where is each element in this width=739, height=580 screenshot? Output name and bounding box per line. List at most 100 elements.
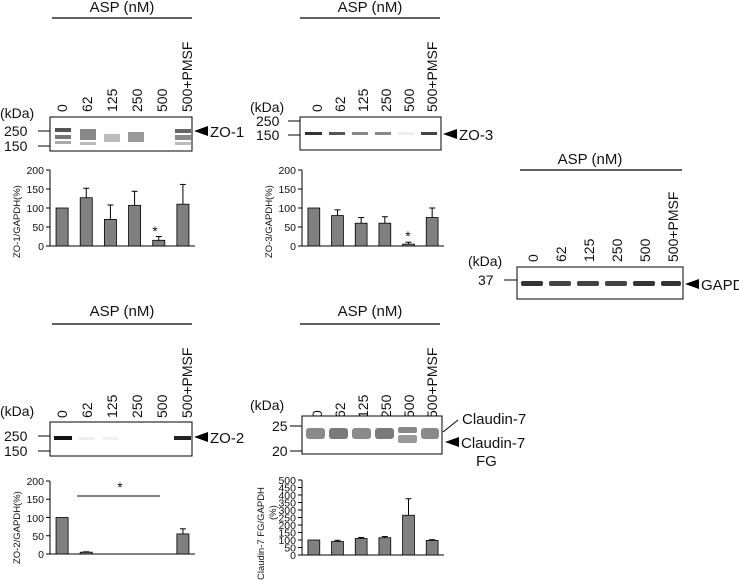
y-tick-label: 200 [26,165,44,177]
y-tick-label: 300 [278,505,296,517]
band [103,437,119,440]
y-axis-label: ZO-1/GAPDH(%) [12,185,23,258]
band-pointer-line [442,419,459,433]
bar [402,514,415,556]
bar [425,540,439,556]
treatment-header: ASP (nM) [90,303,155,320]
lane-label: 500 [637,238,653,262]
lane-label: 500 [154,88,170,112]
y-tick-label: 50 [32,531,44,543]
y-tick-label: 100 [26,203,44,215]
y-tick-label: 100 [278,535,296,547]
kda-label: (kDa) [250,397,284,413]
lane-label: 62 [332,402,348,418]
band [605,281,627,286]
blot-box [301,415,443,455]
y-tick-label: 450 [278,483,296,495]
y-tick-label: 150 [278,184,296,196]
band [104,134,120,142]
mw-marker: 37 [478,272,494,288]
significance-star: * [117,479,123,495]
y-tick-label: 200 [278,165,296,177]
bar-plot-zo1 [46,169,195,247]
y-tick-label: 400 [278,490,296,502]
band [79,437,95,440]
band [80,142,96,145]
y-tick-labels: 0 50 100 150 200 [278,165,296,253]
blot-box [49,116,193,152]
lane-label: 62 [553,246,569,262]
panel-zo2: ASP (nM) 0 62 125 250 500 500+PMSF (kDa)… [0,303,244,564]
bar [55,207,69,247]
lane-label: 500+PMSF [179,42,195,112]
band [352,428,371,439]
mw-marker: 150 [256,127,280,143]
mw-marker: 150 [4,443,28,459]
y-tick-label: 0 [38,241,44,253]
lane-label: 500 [154,394,170,418]
lane-label: 62 [79,96,95,112]
bar [176,203,190,247]
blot-bands [305,132,437,135]
band [633,281,655,286]
y-axis-unit: (%) [268,505,279,520]
mw-marker: 250 [256,113,280,129]
panel-gapdh: ASP (nM) 0 62 125 250 500 500+PMSF (kDa)… [468,151,739,300]
y-tick-label: 0 [38,549,44,561]
y-tick-label: 500 [278,475,296,487]
band [398,435,417,443]
y-tick-label: 150 [26,184,44,196]
lane-label: 250 [129,88,145,112]
blot-bands [55,128,191,145]
band [305,132,322,135]
treatment-header: ASP (nM) [338,0,403,16]
y-tick-label: 100 [278,203,296,215]
lane-label: 0 [525,254,541,262]
y-axis-label: ZO-3/GAPDH(%) [264,185,275,258]
band [421,428,439,439]
bar [331,541,344,556]
mw-marker: 20 [272,443,288,459]
band [421,132,437,135]
lane-label: 62 [79,402,95,418]
lane-label: 125 [355,394,371,418]
lane-labels: 0 62 125 250 500 500+PMSF [54,42,195,112]
lane-label: 500+PMSF [179,348,195,418]
bar [79,551,93,555]
lane-label: 0 [309,410,325,418]
y-tick-label: 0 [290,550,296,562]
bar [354,222,368,247]
band [375,132,391,135]
lane-label: 125 [581,238,597,262]
y-tick-label: 100 [26,513,44,525]
lane-labels: 0 62 125 250 500 500+PMSF [54,348,195,418]
band [306,428,325,439]
lane-label: 0 [54,104,70,112]
lane-label: 125 [355,88,371,112]
lane-label: 0 [309,104,325,112]
treatment-header: ASP (nM) [338,303,403,320]
protein-label: ZO-3 [459,127,493,144]
band [521,281,543,286]
y-tick-label: 50 [32,222,44,234]
y-axis-label: ZO-2/GAPDH(%) [12,491,23,564]
bar [152,239,166,247]
bar [176,533,190,555]
treatment-header: ASP (nM) [558,151,623,168]
bar [55,517,69,555]
bar [331,215,344,247]
mw-marker: 150 [4,138,28,154]
panel-zo1: ASP (nM) 0 62 125 250 500 500+PMSF (kDa)… [0,0,244,258]
lane-label: 250 [378,88,394,112]
y-tick-label: 250 [278,513,296,525]
band [174,436,191,440]
y-tick-labels: 0 50 100 150 200 [26,476,44,561]
band [375,428,394,439]
band [175,135,191,140]
band [329,132,345,135]
y-tick-label: 50 [284,222,296,234]
significance-star: * [152,223,158,239]
kda-label: (kDa) [250,99,284,115]
lane-label: 62 [332,96,348,112]
